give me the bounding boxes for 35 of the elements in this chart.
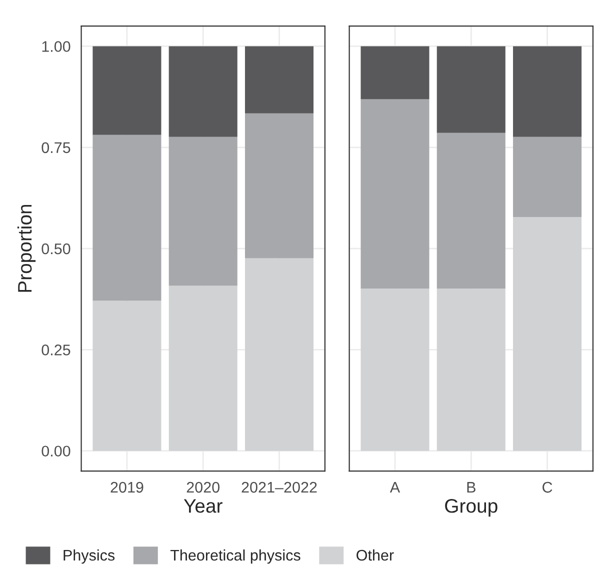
bar	[244, 46, 314, 114]
legend-label: Other	[356, 549, 394, 561]
bar	[92, 134, 162, 301]
y-tick-label: 0.50	[42, 243, 70, 254]
x-tick-label: 2019	[110, 482, 144, 493]
y-axis-title: Proportion	[17, 204, 36, 292]
bar	[92, 300, 162, 451]
legend-label: Physics	[64, 549, 115, 564]
bar	[244, 113, 314, 258]
bar	[360, 288, 430, 451]
y-tick-label: 0.75	[42, 142, 70, 154]
y-tick-label: 0.00	[42, 446, 70, 457]
legend-label: Theoretical physics	[170, 549, 300, 564]
x-tick-label: 2021–2022	[242, 482, 317, 493]
x-tick-label: 2020	[186, 482, 220, 493]
bar	[168, 46, 238, 137]
y-tick-label: 1.00	[42, 41, 70, 52]
y-tick-label: 0.25	[42, 344, 70, 356]
x-axis-title: Year	[184, 499, 222, 513]
bar	[360, 46, 430, 100]
x-tick-label: A	[390, 482, 400, 493]
bar	[360, 99, 430, 289]
bar	[436, 46, 506, 133]
x-tick-label: B	[467, 482, 476, 493]
x-tick-label: C	[542, 482, 552, 493]
bar	[92, 46, 162, 135]
bar	[513, 136, 582, 217]
x-axis-title: Group	[445, 499, 498, 517]
bar	[244, 258, 314, 451]
bar	[513, 216, 582, 451]
bar	[168, 136, 238, 286]
bar	[436, 288, 506, 451]
bar	[436, 132, 506, 289]
bar	[513, 46, 582, 137]
bar	[168, 286, 238, 451]
